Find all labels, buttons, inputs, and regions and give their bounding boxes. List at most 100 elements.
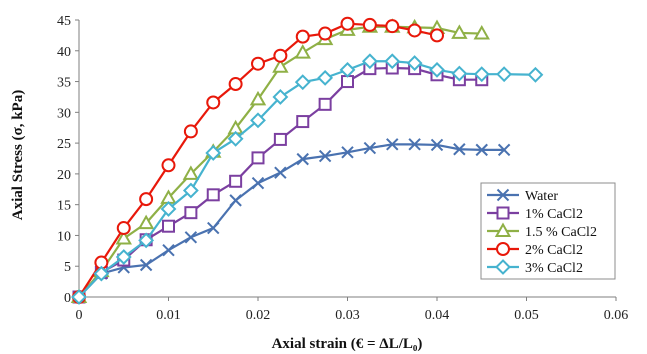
x-tick-label: 0.03 <box>335 308 360 323</box>
data-point-water <box>386 138 399 151</box>
data-point-3-cacl2 <box>361 53 378 70</box>
data-point-water <box>475 143 488 157</box>
legend-marker-1-cacl2 <box>496 206 510 220</box>
data-point-3-cacl2 <box>294 74 311 91</box>
legend-item-water: Water <box>487 188 558 204</box>
y-tick-label: 25 <box>57 137 71 152</box>
legend-label: 1.5 % CaCl2 <box>525 225 597 240</box>
legend-marker-3-cacl2 <box>495 259 511 275</box>
x-tick-label: 0.06 <box>604 308 629 323</box>
legend-label: 3% CaCl2 <box>525 261 583 276</box>
legend-marker-1-5-cacl2 <box>494 222 512 237</box>
y-tick-label: 15 <box>57 199 71 214</box>
series-water <box>72 138 511 304</box>
y-axis-ticks: 0 5 10 15 20 25 30 35 40 45 <box>57 14 79 306</box>
data-point-1-cacl2 <box>251 151 265 165</box>
legend-label: Water <box>525 189 558 204</box>
data-point-1-5-cacl2 <box>137 214 155 230</box>
data-point-3-cacl2 <box>250 112 266 129</box>
data-point-1-cacl2 <box>229 174 243 188</box>
data-point-3-cacl2 <box>429 61 445 78</box>
data-point-water <box>207 221 220 235</box>
data-point-1-5-cacl2 <box>115 229 132 245</box>
data-point-1-5-cacl2 <box>473 25 490 40</box>
legend-item-1-5-cacl2: 1.5 % CaCl2 <box>487 222 597 240</box>
data-point-3-cacl2 <box>205 145 222 161</box>
series-2-cacl2 <box>72 16 444 304</box>
data-point-2-cacl2 <box>295 29 310 44</box>
data-point-2-cacl2 <box>251 56 265 71</box>
data-point-water <box>184 231 198 244</box>
data-point-water <box>453 143 466 156</box>
data-point-water <box>274 166 287 179</box>
data-point-2-cacl2 <box>183 124 198 139</box>
data-point-water <box>229 194 242 207</box>
data-point-1-cacl2 <box>206 188 220 202</box>
data-point-3-cacl2 <box>406 55 423 72</box>
data-point-3-cacl2 <box>496 66 513 83</box>
y-axis-title: Axial Stress (σ, kPa) <box>10 90 26 220</box>
x-tick-label: 0.01 <box>156 308 181 323</box>
data-point-3-cacl2 <box>138 232 155 249</box>
data-point-3-cacl2 <box>71 289 87 305</box>
data-point-1-cacl2 <box>162 219 175 233</box>
x-tick-label: 0 <box>76 308 83 323</box>
data-point-3-cacl2 <box>339 61 356 78</box>
data-point-water <box>430 138 444 152</box>
data-point-water <box>162 244 175 257</box>
y-tick-label: 30 <box>57 106 71 121</box>
data-point-2-cacl2 <box>385 19 400 34</box>
series-layer <box>70 16 544 305</box>
data-point-2-cacl2 <box>362 17 377 32</box>
data-point-3-cacl2 <box>160 201 177 217</box>
x-tick-label: 0.02 <box>246 308 271 323</box>
data-point-2-cacl2 <box>430 28 444 43</box>
y-tick-label: 35 <box>57 76 71 91</box>
data-point-1-cacl2 <box>318 97 332 111</box>
data-point-2-cacl2 <box>139 192 154 207</box>
data-point-2-cacl2 <box>273 48 288 63</box>
data-point-3-cacl2 <box>384 53 401 70</box>
data-point-2-cacl2 <box>318 26 333 41</box>
data-point-2-cacl2 <box>228 77 243 92</box>
data-point-3-cacl2 <box>227 130 244 147</box>
data-point-water <box>139 258 153 272</box>
data-point-1-5-cacl2 <box>249 90 267 106</box>
data-point-3-cacl2 <box>182 182 199 199</box>
data-point-water <box>251 176 265 190</box>
data-point-2-cacl2 <box>206 95 221 110</box>
y-tick-label: 20 <box>57 168 71 183</box>
data-point-water <box>341 146 354 159</box>
data-point-1-cacl2 <box>184 206 198 220</box>
data-point-water <box>408 138 421 151</box>
data-point-3-cacl2 <box>473 66 490 83</box>
data-point-1-5-cacl2 <box>451 24 468 39</box>
data-point-water <box>296 152 309 166</box>
data-point-3-cacl2 <box>527 66 544 83</box>
legend-marker-water <box>496 188 510 202</box>
series-3-cacl2 <box>71 53 544 305</box>
x-axis-title: Axial strain (€ = ΔL/L₀) <box>272 336 423 352</box>
legend-item-1-cacl2: 1% CaCl2 <box>487 206 583 222</box>
y-tick-label: 0 <box>64 291 71 306</box>
y-tick-label: 45 <box>57 14 71 29</box>
y-tick-label: 10 <box>57 229 71 244</box>
legend-item-3-cacl2: 3% CaCl2 <box>487 259 583 276</box>
data-point-1-5-cacl2 <box>294 44 311 59</box>
x-tick-label: 0.04 <box>425 308 450 323</box>
data-point-2-cacl2 <box>407 23 422 38</box>
legend: Water 1% CaCl2 1.5 % CaCl2 2% CaCl2 3% CaCl2 <box>480 182 616 280</box>
series-line-3-cacl2 <box>78 60 536 298</box>
data-point-3-cacl2 <box>115 249 132 265</box>
data-point-1-cacl2 <box>273 132 287 146</box>
data-point-3-cacl2 <box>451 65 468 82</box>
y-tick-label: 40 <box>57 45 71 60</box>
legend-item-2-cacl2: 2% CaCl2 <box>487 242 583 258</box>
data-point-water <box>318 149 332 163</box>
legend-marker-2-cacl2 <box>496 242 510 256</box>
legend-label: 2% CaCl2 <box>525 243 583 258</box>
data-point-3-cacl2 <box>317 69 334 86</box>
data-point-2-cacl2 <box>116 221 131 236</box>
data-point-water <box>497 143 511 157</box>
